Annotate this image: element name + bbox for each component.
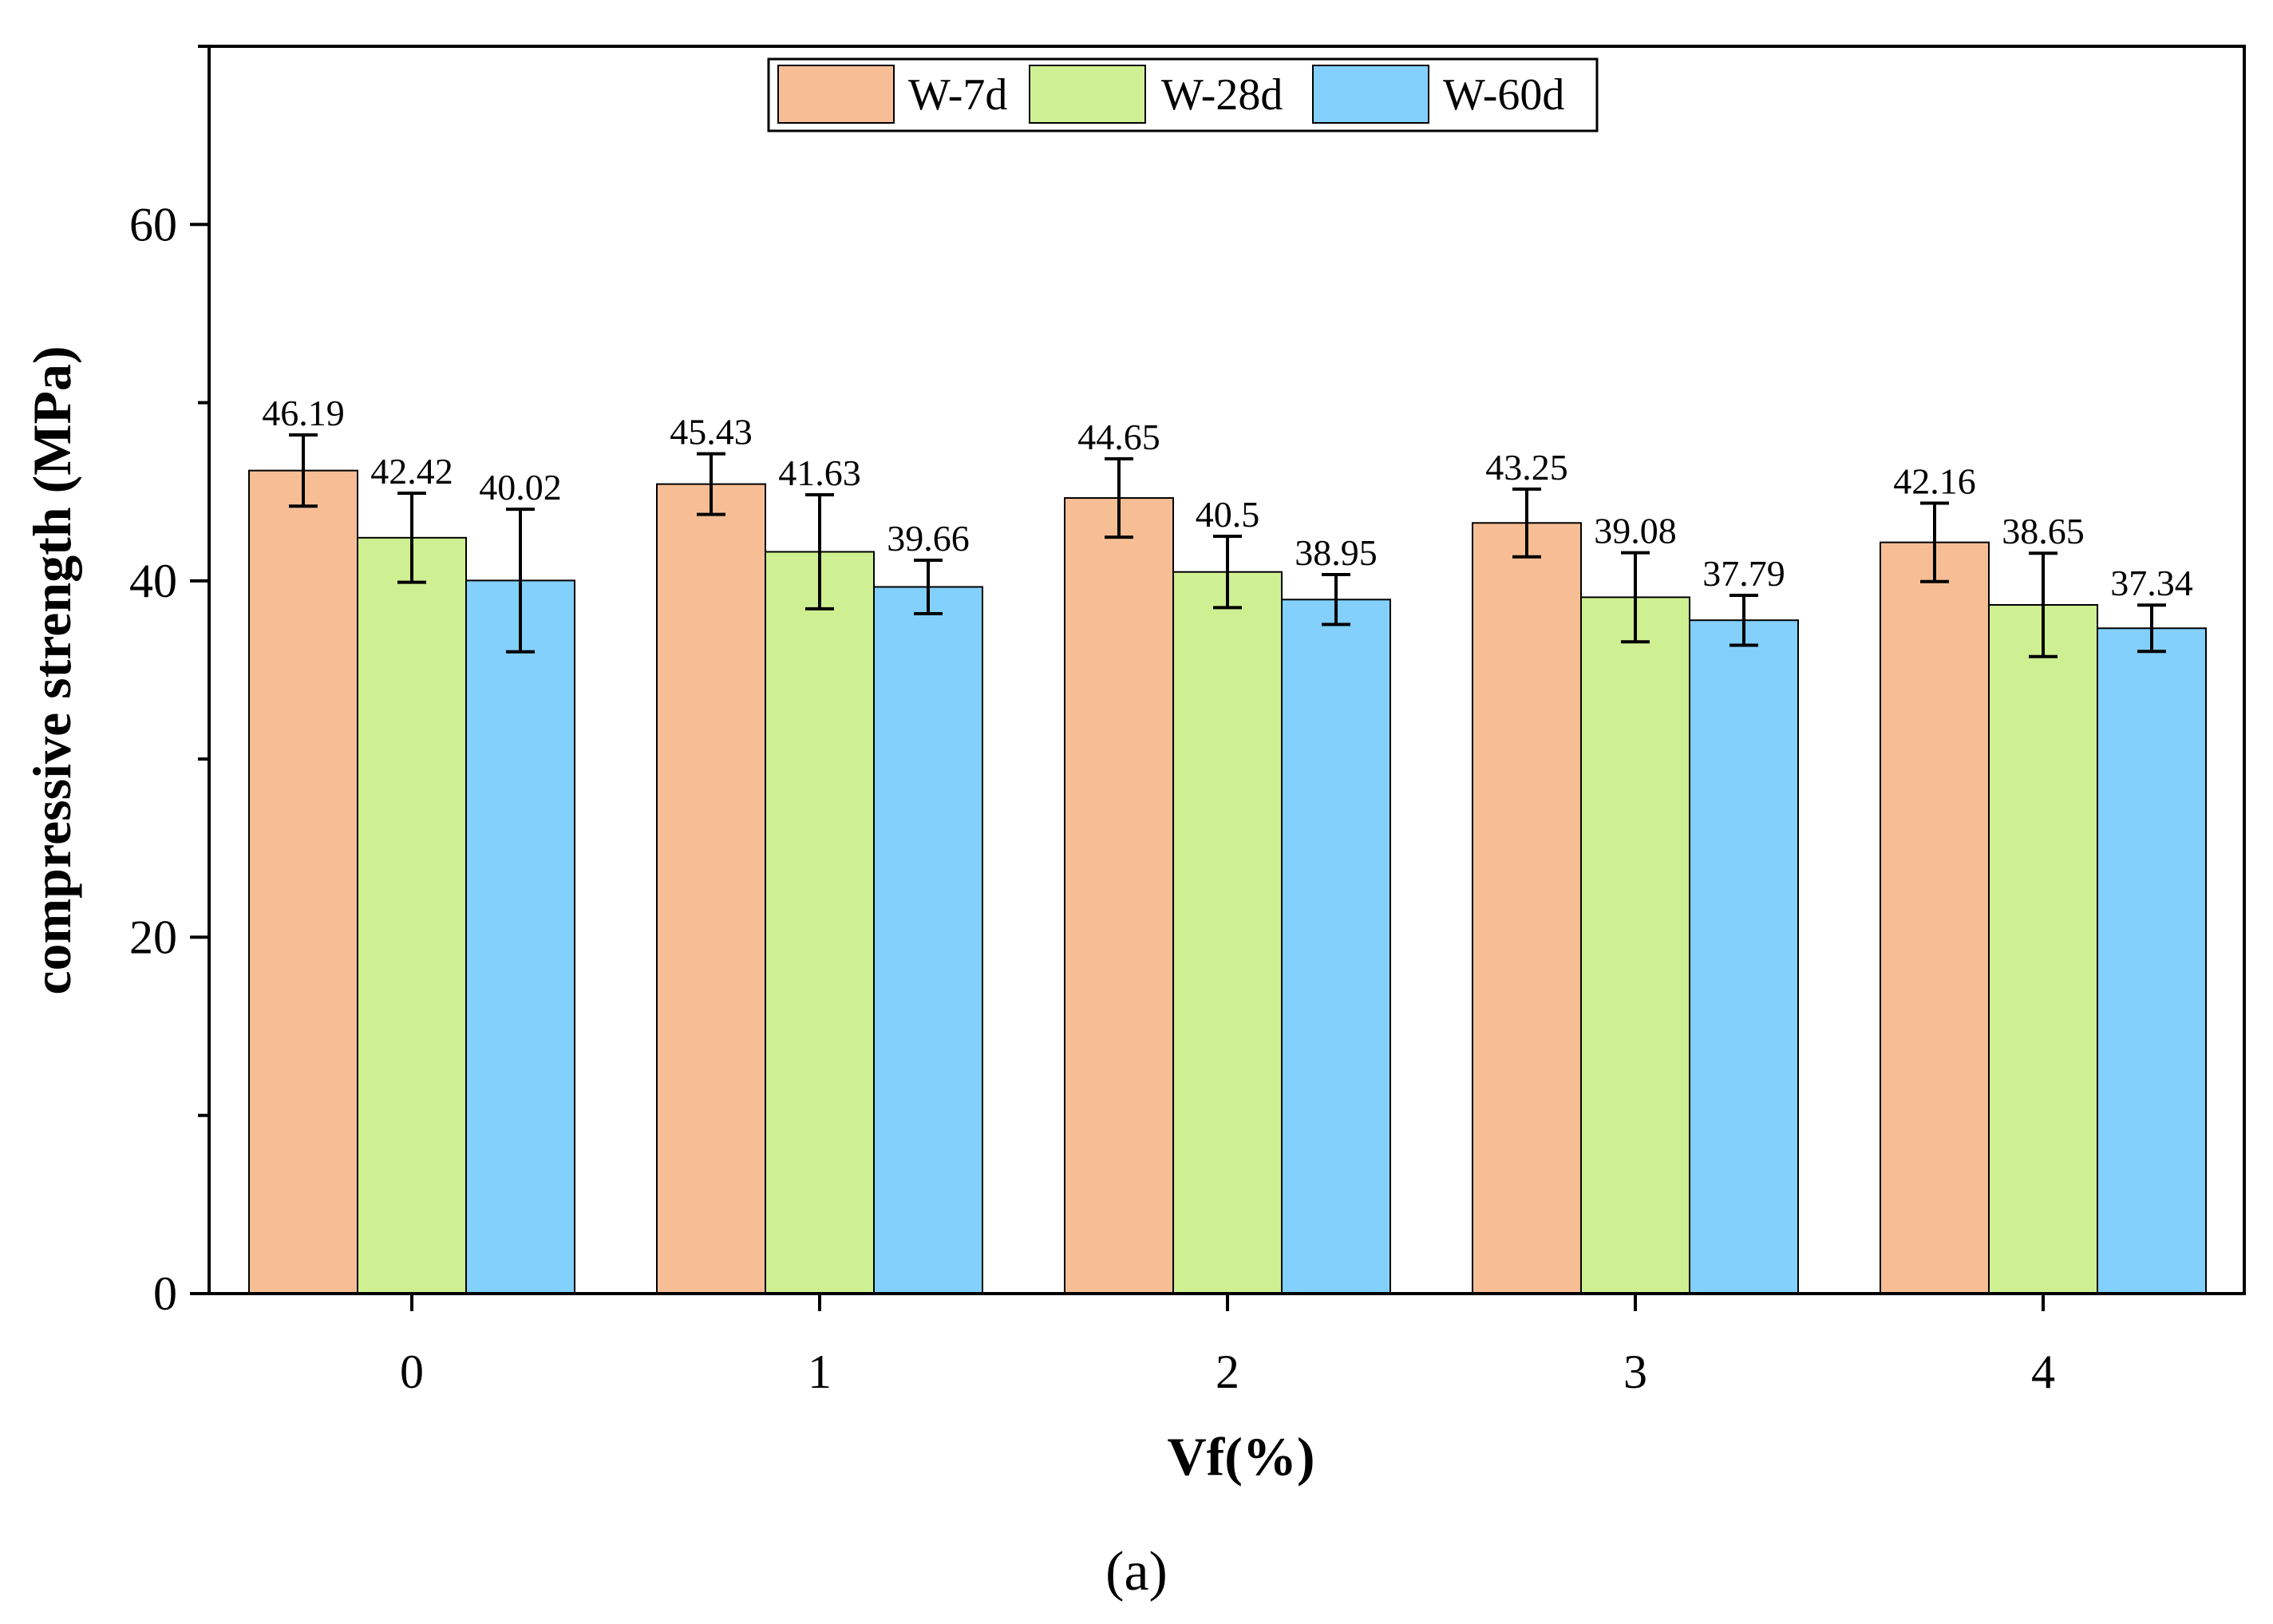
x-tick-label-4: 4 (2031, 1345, 2055, 1398)
figure-caption: (a) (1105, 1541, 1168, 1602)
data-label-w-60d-vf2: 38.95 (1295, 532, 1378, 573)
x-axis-title: Vf(%) (1167, 1426, 1314, 1487)
bar-w-28d-vf2 (1172, 571, 1283, 1294)
legend-box (767, 57, 1599, 132)
y-tick-label-60: 60 (129, 198, 177, 251)
data-label-w-7d-vf2: 44.65 (1077, 417, 1160, 457)
bar-w-28d-vf0 (357, 536, 467, 1294)
x-tick-label-3: 3 (1623, 1345, 1647, 1398)
bar-w-7d-vf3 (1472, 522, 1582, 1294)
data-label-w-28d-vf4: 38.65 (2002, 511, 2085, 551)
bar-w-60d-vf3 (1689, 619, 1799, 1294)
bars-layer (248, 469, 2207, 1294)
x-tick-label-0: 0 (400, 1345, 424, 1398)
legend-label-w28d: W-28d (1161, 70, 1283, 120)
bar-w-28d-vf1 (765, 551, 875, 1294)
data-labels-layer: 46.19 42.42 40.02 45.43 41.63 39.66 44.65 40.5 3… (262, 393, 2193, 603)
data-label-w-28d-vf1: 41.63 (778, 452, 861, 493)
data-label-w-28d-vf3: 39.08 (1594, 511, 1677, 551)
bar-w-7d-vf2 (1064, 497, 1174, 1294)
legend-swatch-w28d (1029, 65, 1146, 124)
data-label-w-60d-vf4: 37.34 (2110, 563, 2193, 603)
data-label-w-60d-vf3: 37.79 (1702, 553, 1785, 594)
legend-label-w7d: W-7d (908, 70, 1007, 120)
data-label-w-7d-vf3: 43.25 (1485, 447, 1568, 488)
y-tick-label-40: 40 (129, 555, 177, 607)
legend-label-w60d: W-60d (1443, 70, 1564, 120)
bar-w-28d-vf3 (1580, 596, 1690, 1294)
bar-w-60d-vf4 (2097, 627, 2207, 1294)
data-label-w-28d-vf0: 42.42 (370, 451, 453, 492)
data-label-w-60d-vf1: 39.66 (887, 518, 970, 559)
y-tick-label-0: 0 (153, 1267, 177, 1320)
bar-w-60d-vf0 (465, 579, 575, 1294)
data-label-w-60d-vf0: 40.02 (479, 467, 562, 508)
legend-swatch-w60d (1312, 65, 1429, 124)
y-axis-title: compressive strength (MPa) (22, 346, 82, 994)
legend: W-7d W-28d W-60d (767, 57, 1599, 132)
bar-w-60d-vf1 (873, 586, 983, 1294)
data-label-w-7d-vf1: 45.43 (670, 412, 753, 452)
bar-w-7d-vf4 (1880, 541, 1990, 1294)
bar-w-7d-vf1 (656, 483, 766, 1294)
y-tick-label-20: 20 (129, 911, 177, 963)
bar-w-7d-vf0 (248, 469, 358, 1294)
x-tick-label-1: 1 (808, 1345, 832, 1398)
legend-swatch-w7d (777, 65, 895, 124)
bar-w-60d-vf2 (1281, 599, 1391, 1294)
error-bars-layer (289, 433, 2166, 658)
data-label-w-7d-vf0: 46.19 (262, 393, 345, 433)
data-label-w-28d-vf2: 40.5 (1196, 494, 1260, 535)
data-label-w-7d-vf4: 42.16 (1893, 461, 1976, 502)
x-tick-label-2: 2 (1216, 1345, 1239, 1398)
bar-w-28d-vf4 (1988, 604, 2098, 1294)
